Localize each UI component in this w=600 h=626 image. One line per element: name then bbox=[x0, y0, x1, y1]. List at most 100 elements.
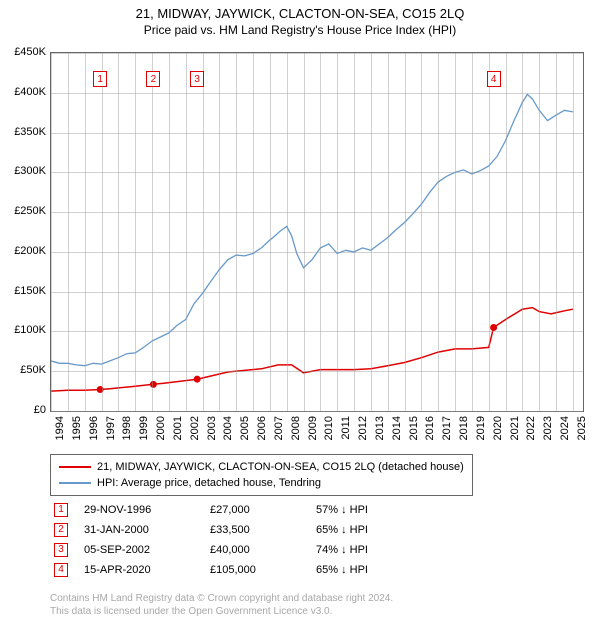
gridline-horizontal bbox=[51, 212, 583, 213]
chart-subtitle: Price paid vs. HM Land Registry's House … bbox=[0, 23, 600, 37]
cell-pct: 74% ↓ HPI bbox=[312, 540, 380, 560]
cell-price: £33,500 bbox=[206, 520, 312, 540]
gridline-vertical bbox=[85, 53, 86, 411]
gridline-vertical bbox=[489, 53, 490, 411]
gridline-horizontal bbox=[51, 133, 583, 134]
x-tick-label: 2001 bbox=[172, 416, 184, 440]
gridline-vertical bbox=[522, 53, 523, 411]
x-tick-label: 2016 bbox=[424, 416, 436, 440]
gridline-vertical bbox=[68, 53, 69, 411]
gridline-vertical bbox=[556, 53, 557, 411]
x-tick-label: 2008 bbox=[290, 416, 302, 440]
y-tick-label: £100K bbox=[2, 324, 46, 336]
row-number-box: 3 bbox=[54, 543, 68, 557]
gridline-horizontal bbox=[51, 172, 583, 173]
y-tick-label: £0 bbox=[2, 404, 46, 416]
x-tick-label: 2018 bbox=[458, 416, 470, 440]
gridline-vertical bbox=[388, 53, 389, 411]
gridline-vertical bbox=[337, 53, 338, 411]
x-tick-label: 2000 bbox=[155, 416, 167, 440]
marker-point bbox=[150, 381, 157, 388]
row-number-box: 4 bbox=[54, 563, 68, 577]
y-tick-label: £150K bbox=[2, 285, 46, 297]
cell-price: £105,000 bbox=[206, 560, 312, 580]
gridline-vertical bbox=[203, 53, 204, 411]
x-tick-label: 1997 bbox=[105, 416, 117, 440]
gridline-vertical bbox=[51, 53, 52, 411]
gridline-horizontal bbox=[51, 411, 583, 412]
legend-label: 21, MIDWAY, JAYWICK, CLACTON-ON-SEA, CO1… bbox=[97, 459, 464, 475]
marker-point bbox=[97, 386, 104, 393]
gridline-vertical bbox=[421, 53, 422, 411]
legend-swatch bbox=[59, 466, 91, 468]
y-tick-label: £450K bbox=[2, 46, 46, 58]
chart-container: 21, MIDWAY, JAYWICK, CLACTON-ON-SEA, CO1… bbox=[0, 6, 600, 626]
gridline-horizontal bbox=[51, 252, 583, 253]
y-tick-label: £50K bbox=[2, 364, 46, 376]
gridline-horizontal bbox=[51, 371, 583, 372]
data-table: 1 29-NOV-1996£27,00057% ↓ HPI 2 31-JAN-2000… bbox=[50, 500, 380, 580]
gridline-horizontal bbox=[51, 93, 583, 94]
x-tick-label: 1995 bbox=[71, 416, 83, 440]
cell-price: £40,000 bbox=[206, 540, 312, 560]
x-tick-label: 2024 bbox=[559, 416, 571, 440]
chart-svg bbox=[51, 53, 583, 411]
cell-date: 31-JAN-2000 bbox=[80, 520, 206, 540]
x-tick-label: 2007 bbox=[273, 416, 285, 440]
cell-price: £27,000 bbox=[206, 500, 312, 520]
cell-pct: 65% ↓ HPI bbox=[312, 560, 380, 580]
cell-date: 29-NOV-1996 bbox=[80, 500, 206, 520]
x-tick-label: 2012 bbox=[357, 416, 369, 440]
y-tick-label: £400K bbox=[2, 86, 46, 98]
cell-pct: 65% ↓ HPI bbox=[312, 520, 380, 540]
gridline-vertical bbox=[304, 53, 305, 411]
cell-num: 1 bbox=[50, 500, 80, 520]
y-tick-label: £350K bbox=[2, 126, 46, 138]
row-number-box: 2 bbox=[54, 523, 68, 537]
gridline-vertical bbox=[405, 53, 406, 411]
gridline-vertical bbox=[152, 53, 153, 411]
marker-point bbox=[490, 324, 497, 331]
x-tick-label: 2020 bbox=[492, 416, 504, 440]
table-row: 2 31-JAN-2000£33,50065% ↓ HPI bbox=[50, 520, 380, 540]
gridline-vertical bbox=[135, 53, 136, 411]
y-tick-label: £300K bbox=[2, 165, 46, 177]
cell-pct: 57% ↓ HPI bbox=[312, 500, 380, 520]
x-tick-label: 1996 bbox=[88, 416, 100, 440]
x-tick-label: 2004 bbox=[222, 416, 234, 440]
annotation-box: 2 bbox=[146, 71, 160, 87]
gridline-vertical bbox=[455, 53, 456, 411]
y-tick-label: £200K bbox=[2, 245, 46, 257]
row-number-box: 1 bbox=[54, 503, 68, 517]
cell-num: 4 bbox=[50, 560, 80, 580]
x-tick-label: 2015 bbox=[408, 416, 420, 440]
legend-swatch bbox=[59, 482, 91, 484]
table-row: 1 29-NOV-1996£27,00057% ↓ HPI bbox=[50, 500, 380, 520]
x-tick-label: 2023 bbox=[542, 416, 554, 440]
legend-label: HPI: Average price, detached house, Tend… bbox=[97, 475, 321, 491]
annotation-box: 1 bbox=[93, 71, 107, 87]
annotation-box: 4 bbox=[487, 71, 501, 87]
chart-title: 21, MIDWAY, JAYWICK, CLACTON-ON-SEA, CO1… bbox=[0, 6, 600, 21]
legend-item: 21, MIDWAY, JAYWICK, CLACTON-ON-SEA, CO1… bbox=[59, 459, 464, 475]
table-row: 305-SEP-2002£40,00074% ↓ HPI bbox=[50, 540, 380, 560]
x-tick-label: 2021 bbox=[509, 416, 521, 440]
gridline-vertical bbox=[253, 53, 254, 411]
marker-point bbox=[194, 376, 201, 383]
x-tick-label: 2010 bbox=[323, 416, 335, 440]
gridline-vertical bbox=[118, 53, 119, 411]
x-tick-label: 2003 bbox=[206, 416, 218, 440]
x-tick-label: 2009 bbox=[307, 416, 319, 440]
footer-text: Contains HM Land Registry data © Crown c… bbox=[50, 592, 393, 618]
cell-num: 2 bbox=[50, 520, 80, 540]
gridline-vertical bbox=[438, 53, 439, 411]
gridline-vertical bbox=[169, 53, 170, 411]
footer-line-2: This data is licensed under the Open Gov… bbox=[50, 605, 393, 618]
annotation-box: 3 bbox=[190, 71, 204, 87]
x-tick-label: 1994 bbox=[54, 416, 66, 440]
x-tick-label: 2013 bbox=[374, 416, 386, 440]
legend-item: HPI: Average price, detached house, Tend… bbox=[59, 475, 464, 491]
gridline-horizontal bbox=[51, 53, 583, 54]
cell-date: 15-APR-2020 bbox=[80, 560, 206, 580]
gridline-vertical bbox=[102, 53, 103, 411]
